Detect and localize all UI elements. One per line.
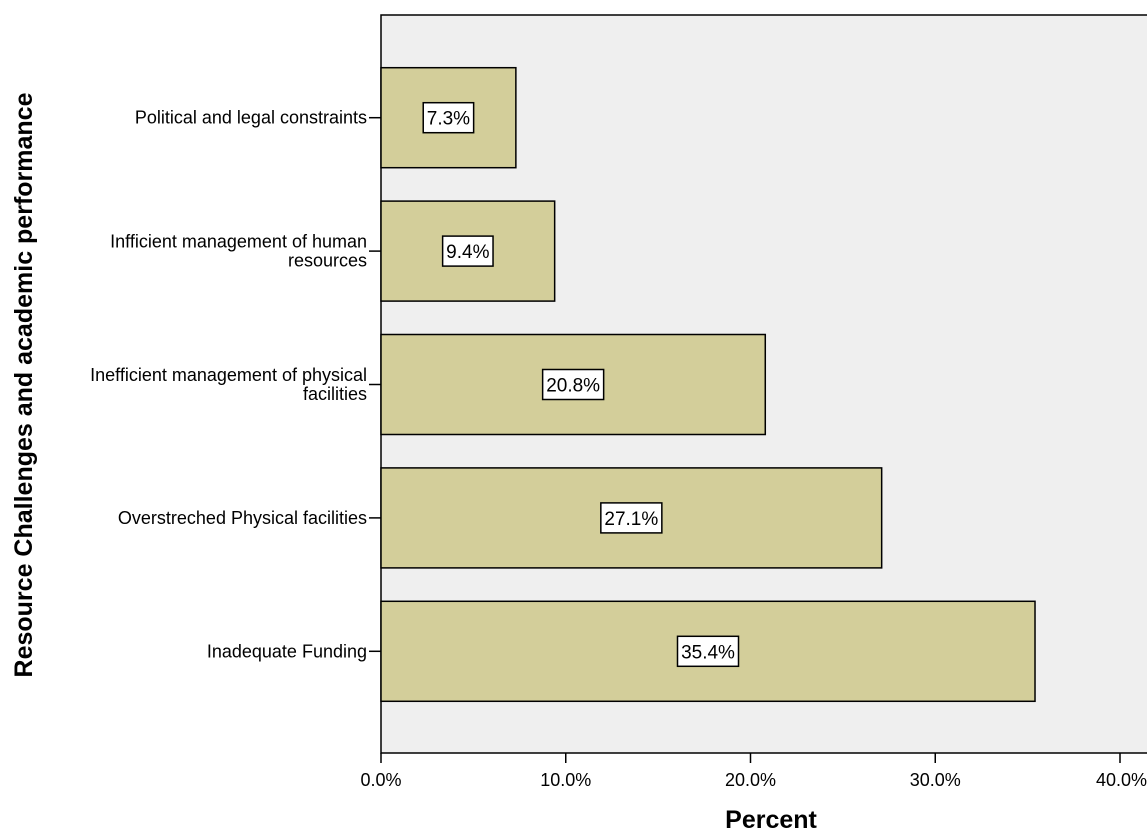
- data-label: 7.3%: [427, 109, 470, 130]
- data-label-box: [422, 101, 475, 134]
- y-tick-label: Infficient management of human: [110, 232, 367, 252]
- x-tick-label: 0.0%: [360, 770, 401, 790]
- x-tick-label: 20.0%: [725, 770, 776, 790]
- bars-group: 7.3% 9.4% 20.8% 27.1% 35.4%: [380, 66, 1036, 703]
- y-axis-title: Resource Challenges and academic perform…: [10, 92, 38, 677]
- x-axis-title: Percent: [725, 806, 817, 830]
- y-tick-label: Political and legal constraints: [135, 108, 367, 128]
- x-tick-label: 10.0%: [540, 770, 591, 790]
- data-label-box: [441, 235, 494, 267]
- data-label-box: [676, 635, 740, 668]
- data-label: 35.4%: [681, 642, 735, 663]
- x-tick-label: 40.0%: [1096, 770, 1147, 790]
- y-tick-label: facilities: [303, 384, 367, 404]
- axes-group: Political and legal constraints Infficien…: [90, 108, 1147, 790]
- y-tick-label: resources: [288, 251, 367, 271]
- x-tick-label: 30.0%: [910, 770, 961, 790]
- y-tick-label: Overstreched Physical facilities: [118, 508, 367, 528]
- data-label-box: [541, 368, 605, 401]
- y-tick-label: Inadequate Funding: [207, 641, 367, 661]
- data-label: 20.8%: [546, 376, 600, 397]
- y-tick-label: Inefficient management of physical: [90, 365, 367, 385]
- data-label: 27.1%: [604, 509, 658, 530]
- data-label-box: [600, 502, 663, 534]
- data-label: 9.4%: [446, 242, 489, 263]
